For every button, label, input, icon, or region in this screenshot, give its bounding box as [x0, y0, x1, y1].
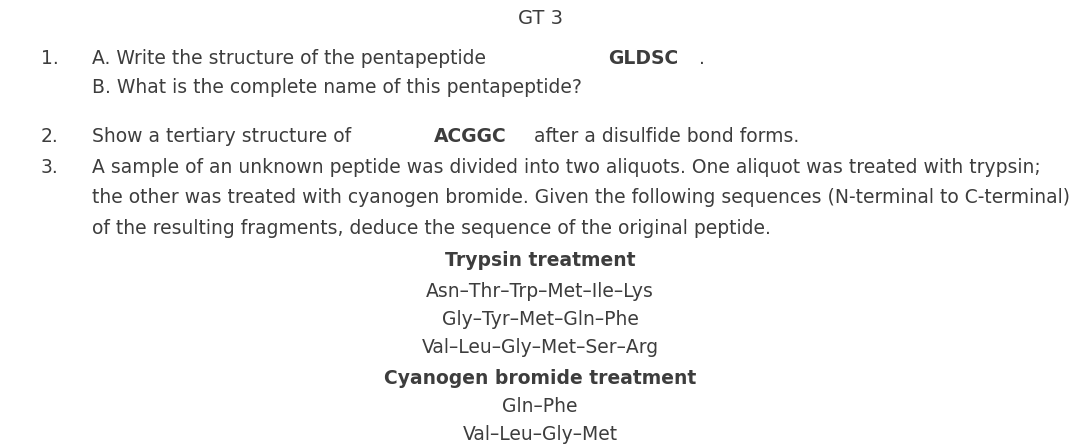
- Text: A. Write the structure of the pentapeptide: A. Write the structure of the pentapepti…: [92, 49, 491, 68]
- Text: Gly–Tyr–Met–Gln–Phe: Gly–Tyr–Met–Gln–Phe: [442, 310, 638, 329]
- Text: ACGGC: ACGGC: [434, 127, 507, 146]
- Text: of the resulting fragments, deduce the sequence of the original peptide.: of the resulting fragments, deduce the s…: [92, 218, 771, 238]
- Text: Val–Leu–Gly–Met: Val–Leu–Gly–Met: [462, 424, 618, 444]
- Text: Cyanogen bromide treatment: Cyanogen bromide treatment: [383, 369, 697, 388]
- Text: B. What is the complete name of this pentapeptide?: B. What is the complete name of this pen…: [92, 78, 582, 97]
- Text: A sample of an unknown peptide was divided into two aliquots. One aliquot was tr: A sample of an unknown peptide was divid…: [92, 158, 1040, 177]
- Text: 2.: 2.: [41, 127, 58, 146]
- Text: Gln–Phe: Gln–Phe: [502, 397, 578, 416]
- Text: Val–Leu–Gly–Met–Ser–Arg: Val–Leu–Gly–Met–Ser–Arg: [421, 338, 659, 357]
- Text: .: .: [699, 49, 704, 68]
- Text: GLDSC: GLDSC: [608, 49, 678, 68]
- Text: Show a tertiary structure of: Show a tertiary structure of: [92, 127, 356, 146]
- Text: the other was treated with cyanogen bromide. Given the following sequences (N-te: the other was treated with cyanogen brom…: [92, 188, 1070, 207]
- Text: Asn–Thr–Trp–Met–Ile–Lys: Asn–Thr–Trp–Met–Ile–Lys: [427, 281, 653, 301]
- Text: GT 3: GT 3: [517, 9, 563, 28]
- Text: 1.: 1.: [41, 49, 58, 68]
- Text: Trypsin treatment: Trypsin treatment: [445, 251, 635, 270]
- Text: 3.: 3.: [41, 158, 58, 177]
- Text: after a disulfide bond forms.: after a disulfide bond forms.: [528, 127, 799, 146]
